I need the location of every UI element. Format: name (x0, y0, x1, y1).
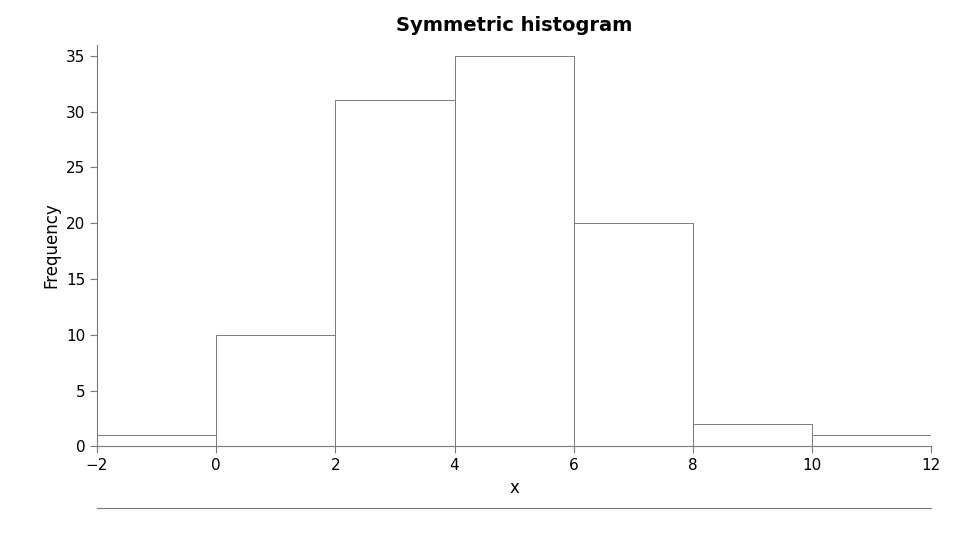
Bar (573, 223, 692, 446)
Bar (811, 435, 930, 446)
Bar (216, 335, 335, 446)
Y-axis label: Frequency: Frequency (43, 203, 60, 288)
Bar (692, 424, 811, 446)
Title: Symmetric histogram: Symmetric histogram (395, 16, 632, 35)
X-axis label: x: x (509, 479, 518, 497)
Bar (97, 435, 216, 446)
Bar (335, 100, 454, 446)
Bar (454, 56, 573, 446)
